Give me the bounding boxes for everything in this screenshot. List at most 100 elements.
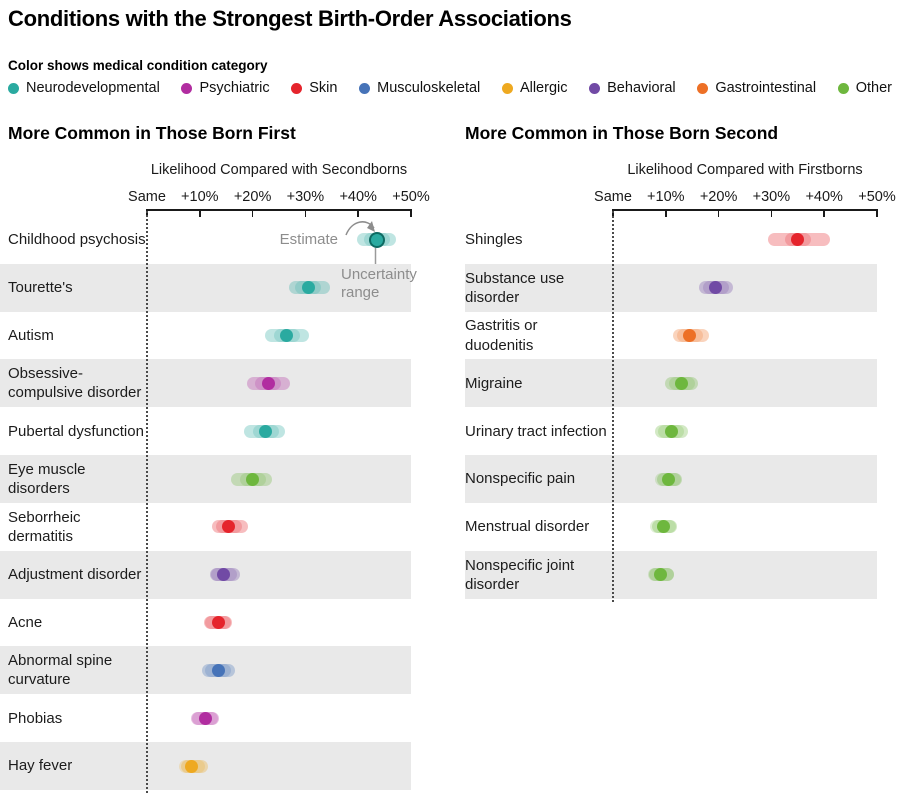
row-background-band	[0, 646, 411, 695]
estimate-dot	[301, 281, 315, 295]
legend-item-label: Skin	[309, 80, 338, 96]
legend-dot-icon	[837, 82, 849, 94]
estimate-dot	[656, 520, 670, 534]
axis-tick-label: +50%	[858, 189, 896, 205]
axis-tick-mark	[199, 209, 201, 217]
row-background-band	[465, 550, 877, 599]
legend-dot-icon	[8, 82, 19, 94]
axis-tick-label: +30%	[752, 189, 791, 205]
row-background-band	[0, 359, 411, 408]
estimate-dot	[664, 424, 678, 438]
condition-label: Obsessive- compulsive disorder	[8, 365, 142, 402]
estimate-dot	[675, 376, 689, 390]
axis-line	[147, 209, 412, 211]
condition-label: Menstrual disorder	[465, 518, 590, 536]
axis-tick-mark	[410, 209, 412, 217]
axis-tick-mark	[304, 209, 307, 217]
legend-item-label: Psychiatric	[199, 80, 270, 96]
condition-label: Urinary tract infection	[465, 422, 607, 440]
row-background-band	[0, 550, 411, 599]
estimate-dot	[661, 472, 675, 486]
axis-tick-label: +10%	[647, 189, 685, 205]
axis-tick-mark	[665, 209, 667, 217]
legend-item-neurodevelopmental: Neurodevelopmental	[8, 80, 160, 96]
row-background-band	[0, 263, 411, 312]
condition-label: Autism	[8, 326, 54, 344]
legend-item-behavioral: Behavioral	[589, 80, 676, 96]
axis-label: Likelihood Compared with Secondborns	[150, 162, 408, 178]
axis-tick-label: +40%	[339, 189, 377, 205]
legend-dot-icon	[697, 82, 709, 94]
axis-tick-mark	[717, 209, 720, 217]
condition-label: Abnormal spine curvature	[8, 652, 113, 689]
condition-label: Pubertal dysfunction	[8, 422, 144, 440]
estimate-dot	[259, 424, 273, 438]
axis-tick-label: +20%	[233, 189, 272, 205]
axis-tick-label: +40%	[805, 189, 843, 205]
axis-tick-mark	[770, 209, 773, 217]
legend-item-label: Neurodevelopmental	[26, 80, 160, 96]
condition-label: Phobias	[8, 709, 63, 727]
legend-caption: Color shows medical condition category	[8, 58, 268, 73]
legend-item-gastrointestinal: Gastrointestinal	[697, 80, 816, 96]
legend-item-label: Gastrointestinal	[715, 80, 817, 96]
row-background-band	[465, 359, 877, 408]
legend-item-label: Musculoskeletal	[377, 80, 481, 96]
panel-title: More Common in Those Born First	[8, 123, 296, 143]
estimate-dot	[709, 281, 723, 295]
condition-label: Eye muscle disorders	[8, 460, 86, 498]
legend-dot-icon	[589, 82, 601, 94]
axis-tick-mark	[876, 209, 878, 217]
axis-tick-mark	[823, 209, 825, 217]
axis-label: Likelihood Compared with Firstborns	[627, 162, 863, 178]
condition-label: Hay fever	[8, 757, 73, 775]
condition-label: Substance use disorder	[465, 269, 565, 306]
row-background-band	[0, 742, 411, 790]
legend-item-allergic: Allergic	[501, 80, 568, 96]
axis-tick-label: +50%	[392, 189, 430, 205]
axis-tick-label: +30%	[286, 189, 325, 205]
axis-tick-label: Same	[594, 189, 632, 205]
estimate-dot	[368, 231, 385, 248]
legend-item-musculoskeletal: Musculoskeletal	[359, 80, 480, 96]
axis-line	[613, 209, 878, 211]
estimate-dot	[211, 616, 225, 630]
axis-tick-label: +20%	[699, 189, 738, 205]
estimate-annotation-label: Estimate	[279, 231, 338, 248]
estimate-dot	[791, 233, 805, 247]
condition-label: Seborrheic dermatitis	[8, 508, 81, 545]
estimate-dot	[246, 472, 260, 486]
condition-label: Nonspecific joint disorder	[465, 556, 575, 593]
axis-tick-label: Same	[128, 189, 166, 205]
legend-dot-icon	[501, 82, 513, 94]
legend-dot-icon	[359, 82, 371, 94]
condition-label: Acne	[8, 613, 43, 631]
axis-tick-mark	[357, 209, 359, 217]
row-background-band	[465, 263, 877, 312]
same-baseline-dotted-line	[612, 211, 614, 602]
axis-tick-label: +10%	[181, 189, 219, 205]
estimate-dot	[198, 711, 212, 725]
legend-item-skin: Skin	[291, 80, 337, 96]
estimate-dot	[185, 759, 199, 773]
estimate-dot	[280, 329, 294, 343]
condition-label: Shingles	[465, 231, 523, 249]
legend-dot-icon	[181, 82, 193, 94]
condition-label: Childhood psychosis	[8, 231, 146, 249]
legend-item-label: Allergic	[519, 80, 568, 96]
legend-item-psychiatric: Psychiatric	[181, 80, 270, 96]
legend: Neurodevelopmental Psychiatric Skin Musculo…	[8, 80, 892, 96]
uncertainty-annotation-label: Uncertainty range	[341, 266, 417, 302]
estimate-dot	[211, 663, 225, 677]
estimate-dot	[222, 520, 236, 534]
estimate-dot	[217, 568, 231, 582]
condition-label: Nonspecific pain	[465, 470, 576, 488]
legend-item-label: Other	[855, 80, 892, 96]
legend-dot-icon	[291, 82, 303, 94]
estimate-dot	[654, 568, 668, 582]
axis-tick-mark	[251, 209, 254, 217]
condition-label: Migraine	[465, 374, 523, 392]
estimate-dot	[683, 329, 697, 343]
